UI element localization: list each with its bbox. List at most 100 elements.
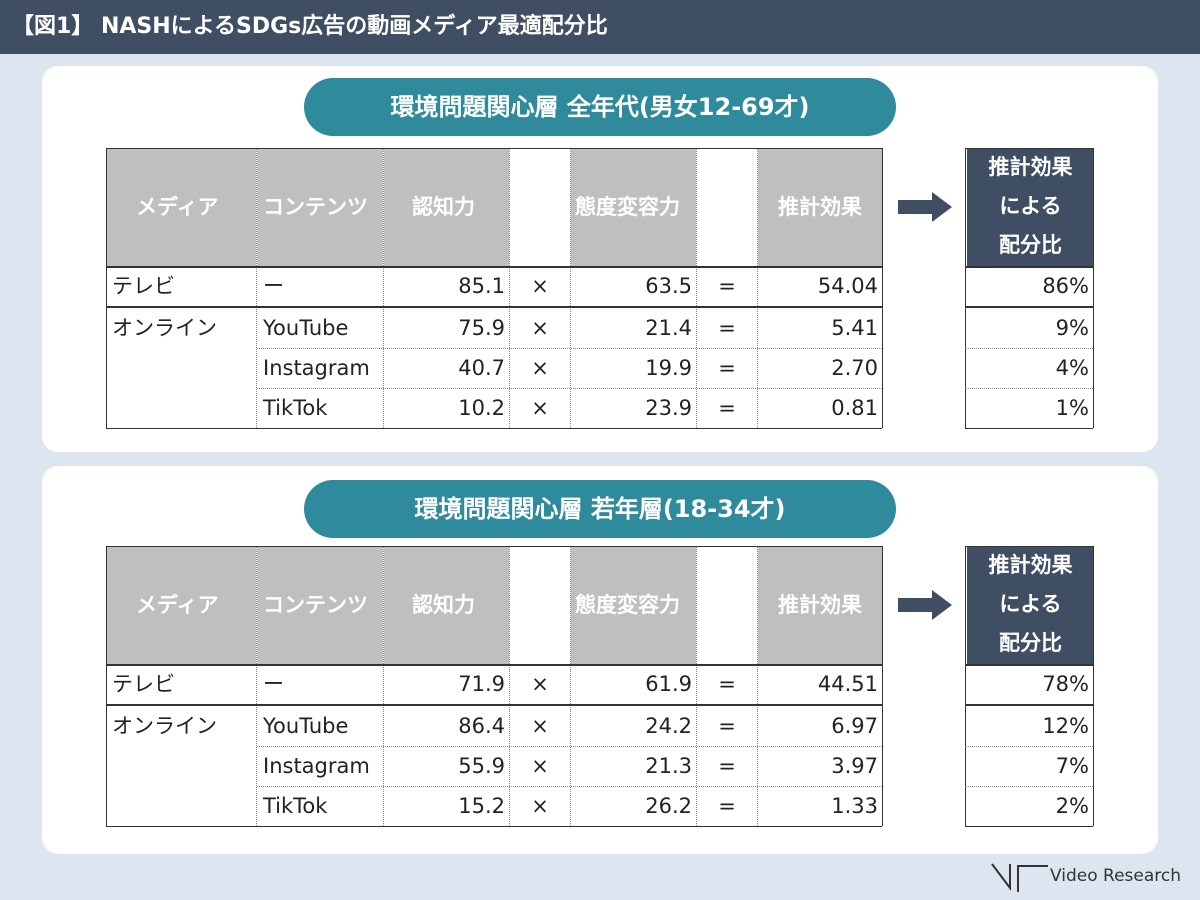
grid-line	[965, 306, 1093, 308]
grid-line	[965, 266, 1093, 268]
cell-equals-sign: =	[718, 316, 736, 340]
cell-media	[106, 348, 256, 388]
grid-line	[696, 546, 697, 826]
logo-text: Video Research	[1050, 866, 1182, 886]
grid-line	[106, 546, 882, 547]
grid-line	[965, 348, 1093, 349]
grid-line	[383, 546, 384, 826]
right-arrow-icon	[898, 590, 952, 620]
cell-multiply-sign: ×	[531, 794, 549, 818]
grid-line	[570, 546, 571, 826]
figure-title: 【図1】 NASHによるSDGs広告の動画メディア最適配分比	[12, 14, 608, 39]
cell-media: テレビ	[112, 672, 175, 696]
col-header-awareness: 認知力	[384, 148, 509, 266]
grid-line	[106, 546, 107, 826]
cell-effect: 3.97	[831, 754, 878, 778]
grid-line	[383, 148, 384, 428]
grid-line	[965, 428, 1093, 429]
col-header-content: コンテンツ	[257, 546, 383, 664]
grid-line	[965, 826, 1093, 827]
cell-awareness: 40.7	[458, 356, 505, 380]
cell-allocation: 2%	[1055, 794, 1089, 818]
col-header-awareness: 認知力	[384, 546, 509, 664]
cell-attitude: 21.4	[645, 316, 692, 340]
grid-line	[509, 148, 510, 428]
grid-line	[106, 704, 882, 706]
cell-awareness: 10.2	[458, 396, 505, 420]
allocation-header-line: による	[999, 592, 1062, 616]
cell-effect: 44.51	[817, 672, 878, 696]
cell-attitude: 19.9	[645, 356, 692, 380]
grid-line	[965, 148, 1093, 149]
grid-line	[106, 826, 882, 827]
cell-media	[106, 388, 256, 428]
cell-multiply-sign: ×	[531, 274, 549, 298]
grid-line	[257, 786, 882, 787]
grid-line	[106, 428, 882, 429]
cell-attitude: 63.5	[645, 274, 692, 298]
allocation-header-line: 推計効果	[988, 155, 1073, 179]
col-header-content: コンテンツ	[257, 148, 383, 266]
grid-line	[106, 148, 107, 428]
cell-allocation: 7%	[1055, 754, 1089, 778]
cell-media	[106, 786, 256, 826]
grid-line	[965, 746, 1093, 747]
grid-line	[1093, 148, 1094, 428]
cell-media: テレビ	[112, 274, 175, 298]
cell-multiply-sign: ×	[531, 672, 549, 696]
col-header-allocation: 推計効果 による 配分比	[967, 148, 1094, 266]
cell-effect: 0.81	[831, 396, 878, 420]
cell-media: オンライン	[112, 316, 217, 340]
cell-content: Instagram	[263, 356, 370, 380]
cell-equals-sign: =	[718, 672, 736, 696]
cell-effect: 2.70	[831, 356, 878, 380]
cell-content: Instagram	[263, 754, 370, 778]
cell-multiply-sign: ×	[531, 714, 549, 738]
grid-line	[757, 148, 758, 428]
grid-line	[570, 148, 571, 428]
allocation-table: メディア コンテンツ 認知力 態度変容力 推計効果 推計効果 による 配分比 テレビー 71.9 ×…	[106, 546, 1094, 827]
grid-line	[757, 546, 758, 826]
cell-multiply-sign: ×	[531, 396, 549, 420]
grid-line	[965, 664, 1093, 666]
grid-line	[965, 546, 1093, 547]
cell-multiply-sign: ×	[531, 316, 549, 340]
cell-effect: 54.04	[817, 274, 878, 298]
cell-attitude: 21.3	[645, 754, 692, 778]
allocation-header-line: 配分比	[999, 631, 1062, 655]
cell-awareness: 55.9	[458, 754, 505, 778]
cell-attitude: 26.2	[645, 794, 692, 818]
cell-equals-sign: =	[718, 754, 736, 778]
cell-attitude: 61.9	[645, 672, 692, 696]
grid-line	[257, 388, 882, 389]
col-header-operator	[510, 546, 570, 664]
col-header-operator	[697, 148, 757, 266]
cell-effect: 1.33	[831, 794, 878, 818]
table-title-pill: 環境問題関心層 全年代(男女12-69才)	[304, 78, 896, 136]
grid-line	[106, 664, 882, 666]
cell-content: ー	[263, 274, 284, 298]
col-header-allocation: 推計効果 による 配分比	[967, 546, 1094, 664]
cell-equals-sign: =	[718, 396, 736, 420]
cell-allocation: 9%	[1055, 316, 1089, 340]
cell-awareness: 85.1	[458, 274, 505, 298]
cell-awareness: 75.9	[458, 316, 505, 340]
grid-line	[965, 546, 966, 826]
cell-allocation: 1%	[1055, 396, 1089, 420]
cell-allocation: 86%	[1042, 274, 1089, 298]
cell-allocation: 78%	[1042, 672, 1089, 696]
cell-awareness: 15.2	[458, 794, 505, 818]
video-research-logo-icon	[991, 863, 1048, 892]
grid-line	[965, 786, 1093, 787]
cell-allocation: 4%	[1055, 356, 1089, 380]
grid-line	[509, 546, 510, 826]
cell-content: ー	[263, 672, 284, 696]
grid-line	[696, 148, 697, 428]
col-header-operator	[697, 546, 757, 664]
cell-awareness: 71.9	[458, 672, 505, 696]
cell-attitude: 24.2	[645, 714, 692, 738]
figure-title-bar: 【図1】 NASHによるSDGs広告の動画メディア最適配分比	[0, 0, 1200, 54]
cell-awareness: 86.4	[458, 714, 505, 738]
col-header-estimated: 推計効果	[758, 546, 882, 664]
allocation-table: メディア コンテンツ 認知力 態度変容力 推計効果 推計効果 による 配分比 テレビー 85.1 ×…	[106, 148, 1094, 429]
